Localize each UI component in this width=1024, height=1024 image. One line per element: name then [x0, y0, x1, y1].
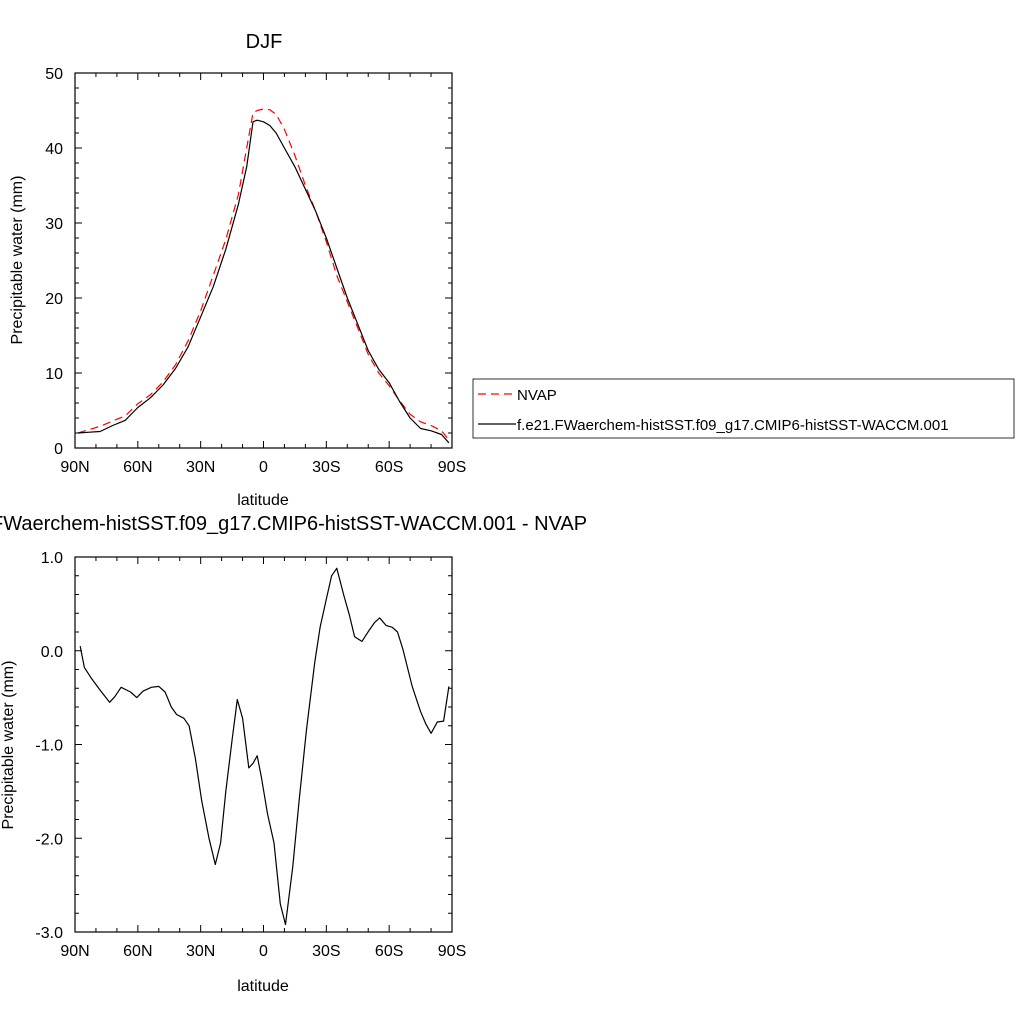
bottom-chart-ylabel: Precipitable water (mm) [0, 661, 17, 830]
bottom-chart-panel: f.e21.FWaerchem-histSST.f09_g17.CMIP6-hi… [0, 513, 587, 995]
y-tick-label: 40 [45, 141, 63, 158]
x-tick-label: 0 [259, 459, 268, 476]
x-tick-label: 30S [312, 459, 340, 476]
y-tick-label: 0 [54, 441, 63, 458]
bottom-chart-frame [74, 556, 453, 933]
x-tick-label: 90N [60, 943, 89, 960]
bottom-chart-series [79, 567, 450, 926]
top-chart-panel: DJF 90N 60N 30N 0 30S 60S 90S 0 10 20 30 40 50 latit… [9, 31, 1015, 509]
top-chart-legend: NVAP f.e21.FWaerchem-histSST.f09_g17.CMI… [472, 378, 1015, 439]
x-tick-label: 90S [438, 459, 466, 476]
y-tick-label: 10 [45, 366, 63, 383]
bottom-chart-title: f.e21.FWaerchem-histSST.f09_g17.CMIP6-hi… [0, 513, 587, 535]
y-tick-label: -1.0 [35, 738, 63, 755]
x-tick-label: 90S [438, 943, 466, 960]
top-chart-ylabel: Precipitable water (mm) [9, 176, 26, 345]
y-tick-label: -2.0 [35, 831, 63, 848]
x-tick-label: 90N [60, 459, 89, 476]
legend-label-nvap: NVAP [517, 387, 557, 404]
x-tick-label: 30N [186, 459, 215, 476]
x-tick-label: 60N [123, 459, 152, 476]
x-tick-label: 0 [259, 943, 268, 960]
y-tick-label: 20 [45, 291, 63, 308]
top-chart-xlabel: latitude [237, 492, 289, 509]
series-line-model [78, 119, 450, 444]
y-tick-label: 0.0 [41, 644, 63, 661]
x-tick-label: 30N [186, 943, 215, 960]
x-tick-label: 60N [123, 943, 152, 960]
legend-label-model: f.e21.FWaerchem-histSST.f09_g17.CMIP6-hi… [517, 417, 949, 434]
bottom-chart-xlabel: latitude [237, 978, 289, 995]
legend-box [472, 378, 1015, 439]
x-tick-label: 60S [375, 943, 403, 960]
y-tick-label: 50 [45, 66, 63, 83]
y-tick-label: -3.0 [35, 925, 63, 942]
series-line-nvap [77, 108, 450, 441]
top-chart-series [77, 108, 450, 444]
y-tick-label: 30 [45, 216, 63, 233]
y-tick-label: 1.0 [41, 550, 63, 567]
x-tick-label: 30S [312, 943, 340, 960]
x-tick-label: 60S [375, 459, 403, 476]
series-line-difference [79, 567, 450, 926]
top-chart-frame [74, 72, 453, 449]
top-chart-title: DJF [246, 31, 283, 53]
